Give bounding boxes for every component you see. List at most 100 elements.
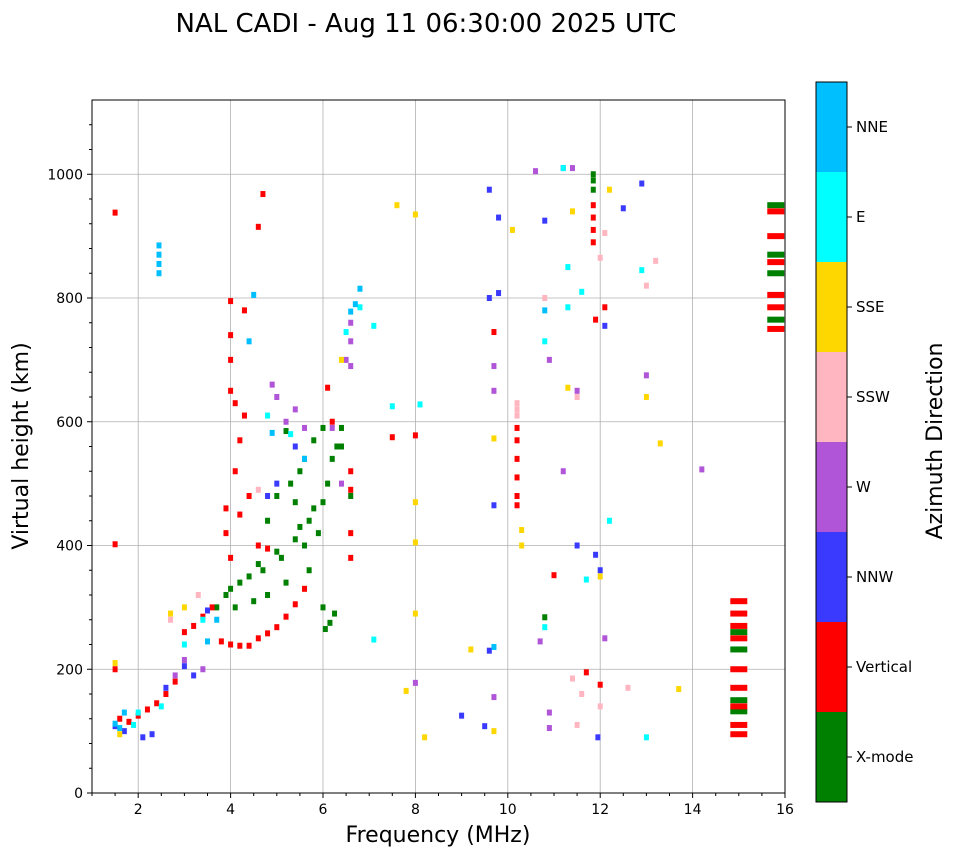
point-vertical — [767, 304, 785, 311]
point-sse — [597, 573, 603, 580]
point-sse — [117, 731, 123, 738]
grid-lines — [92, 100, 786, 794]
point-w — [560, 468, 566, 475]
point-e — [181, 641, 187, 648]
point-vertical — [112, 209, 118, 216]
point-x-mode — [338, 424, 344, 431]
point-nnw — [149, 731, 155, 738]
point-x-mode — [297, 523, 303, 530]
point-vertical — [730, 635, 748, 642]
point-nne — [156, 242, 162, 249]
point-vertical — [232, 468, 238, 475]
point-e — [288, 431, 294, 438]
point-e — [417, 401, 423, 408]
point-sse — [412, 499, 418, 506]
point-vertical — [767, 208, 785, 215]
point-x-mode — [274, 548, 280, 555]
point-vertical — [223, 505, 229, 512]
point-w — [412, 679, 418, 686]
point-vertical — [514, 455, 520, 462]
point-nne — [246, 338, 252, 345]
colorbar-swatch — [816, 712, 847, 802]
point-vertical — [228, 298, 234, 305]
point-x-mode — [767, 202, 785, 209]
point-ssw — [542, 295, 548, 301]
colorbar-swatch — [816, 172, 847, 262]
point-w — [283, 418, 289, 425]
point-vertical — [730, 721, 748, 728]
point-vertical — [126, 718, 132, 725]
point-ssw — [602, 230, 608, 237]
point-nnw — [496, 214, 502, 221]
point-nnw — [486, 647, 492, 654]
colorbar-swatch — [816, 532, 847, 622]
point-e — [583, 576, 589, 583]
point-vertical — [302, 585, 308, 592]
point-vertical — [237, 642, 243, 649]
point-w — [269, 381, 275, 388]
x-tick-label: 14 — [684, 802, 702, 818]
point-w — [491, 363, 497, 370]
point-vertical — [241, 412, 247, 419]
point-x-mode — [338, 443, 344, 450]
point-x-mode — [315, 530, 321, 537]
colorbar: X-mode Vertical NNW W SSW SSE E NNE — [815, 81, 913, 803]
point-vertical — [232, 400, 238, 407]
point-x-mode — [730, 697, 748, 704]
point-ssw — [168, 616, 174, 623]
colorbar-swatch — [816, 622, 847, 712]
point-vertical — [191, 622, 197, 629]
point-nne — [357, 285, 363, 292]
point-x-mode — [214, 604, 220, 611]
point-e — [371, 636, 377, 643]
point-vertical — [265, 545, 271, 552]
point-w — [643, 372, 649, 379]
point-w — [343, 356, 349, 363]
point-vertical — [730, 703, 748, 710]
point-vertical — [283, 613, 289, 620]
point-vertical — [223, 530, 229, 537]
point-nne — [205, 638, 210, 645]
point-nnw — [542, 217, 548, 224]
point-nne — [117, 725, 123, 732]
point-w — [348, 363, 354, 370]
point-x-mode — [274, 493, 280, 499]
colorbar-frame — [815, 81, 848, 803]
point-sse — [643, 394, 649, 400]
point-e — [542, 624, 548, 631]
y-axis: 0 200 400 600 800 1000 — [47, 124, 92, 802]
point-vertical — [228, 332, 234, 339]
point-vertical — [730, 610, 748, 617]
point-sse — [491, 728, 497, 735]
colorbar-label-nnw: NNW — [856, 568, 893, 586]
point-sse — [412, 610, 418, 617]
point-vertical — [163, 691, 169, 697]
point-x-mode — [297, 468, 303, 475]
point-vertical — [767, 291, 785, 298]
point-w — [491, 387, 497, 394]
point-x-mode — [325, 480, 331, 487]
point-x-mode — [730, 708, 748, 715]
x-tick-label: 8 — [411, 802, 420, 818]
point-w — [274, 394, 280, 400]
point-vertical — [265, 630, 271, 637]
point-nnw — [265, 493, 271, 499]
point-sse — [338, 356, 344, 363]
y-tick-label: 400 — [56, 539, 83, 555]
point-ssw — [597, 254, 603, 261]
point-vertical — [730, 598, 748, 605]
point-nne — [302, 455, 308, 462]
point-vertical — [274, 624, 280, 631]
point-e — [135, 709, 141, 716]
point-nnw — [486, 186, 492, 193]
point-w — [348, 319, 354, 326]
point-x-mode — [292, 536, 298, 543]
point-w — [546, 709, 552, 716]
point-nne — [491, 643, 497, 650]
point-ssw — [653, 257, 659, 264]
point-x-mode — [322, 626, 328, 633]
chart-title: NAL CADI - Aug 11 06:30:00 2025 UTC — [176, 9, 677, 39]
point-vertical — [117, 715, 123, 722]
x-axis: 2 4 6 8 10 12 14 16 — [91, 793, 794, 818]
point-ssw — [625, 684, 631, 691]
